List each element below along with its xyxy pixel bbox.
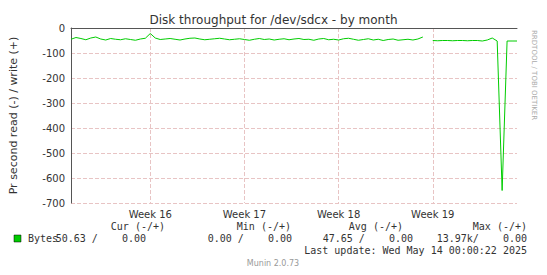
svg-text:Week 18: Week 18 (317, 209, 360, 220)
svg-text:Pr second read (-) / write (+): Pr second read (-) / write (+) (7, 37, 20, 195)
svg-text:-200: -200 (42, 73, 65, 84)
svg-text:0.00 / 0.00: 0.00 / 0.00 (208, 233, 292, 244)
svg-text:0: 0 (59, 23, 65, 34)
svg-text:-500: -500 (42, 148, 65, 159)
svg-text:Week 17: Week 17 (223, 209, 266, 220)
svg-text:Bytes: Bytes (28, 233, 58, 244)
svg-text:Min (-/+): Min (-/+) (237, 221, 291, 232)
svg-text:Last update: Wed May 14 00:00:: Last update: Wed May 14 00:00:22 2025 (304, 245, 527, 256)
svg-text:-400: -400 (42, 123, 65, 134)
svg-text:-300: -300 (42, 98, 65, 109)
svg-text:13.97k/ 0.00: 13.97k/ 0.00 (437, 233, 527, 244)
svg-text:Max (-/+): Max (-/+) (473, 221, 527, 232)
svg-text:-600: -600 (42, 173, 65, 184)
svg-text:-100: -100 (42, 48, 65, 59)
svg-text:RRDTOOL / TOBI OETIKER: RRDTOOL / TOBI OETIKER (530, 30, 538, 120)
svg-text:Week 19: Week 19 (411, 209, 454, 220)
svg-text:Avg (-/+): Avg (-/+) (349, 221, 403, 232)
svg-text:50.63 / 0.00: 50.63 / 0.00 (56, 233, 146, 244)
svg-text:Munin 2.0.73: Munin 2.0.73 (247, 259, 299, 268)
svg-text:47.65 / 0.00: 47.65 / 0.00 (323, 233, 413, 244)
svg-text:Disk throughput for /dev/sdcx: Disk throughput for /dev/sdcx - by month (150, 13, 398, 27)
svg-text:Cur (-/+): Cur (-/+) (111, 221, 165, 232)
svg-text:-700: -700 (42, 198, 65, 209)
svg-text:Week 16: Week 16 (129, 209, 172, 220)
